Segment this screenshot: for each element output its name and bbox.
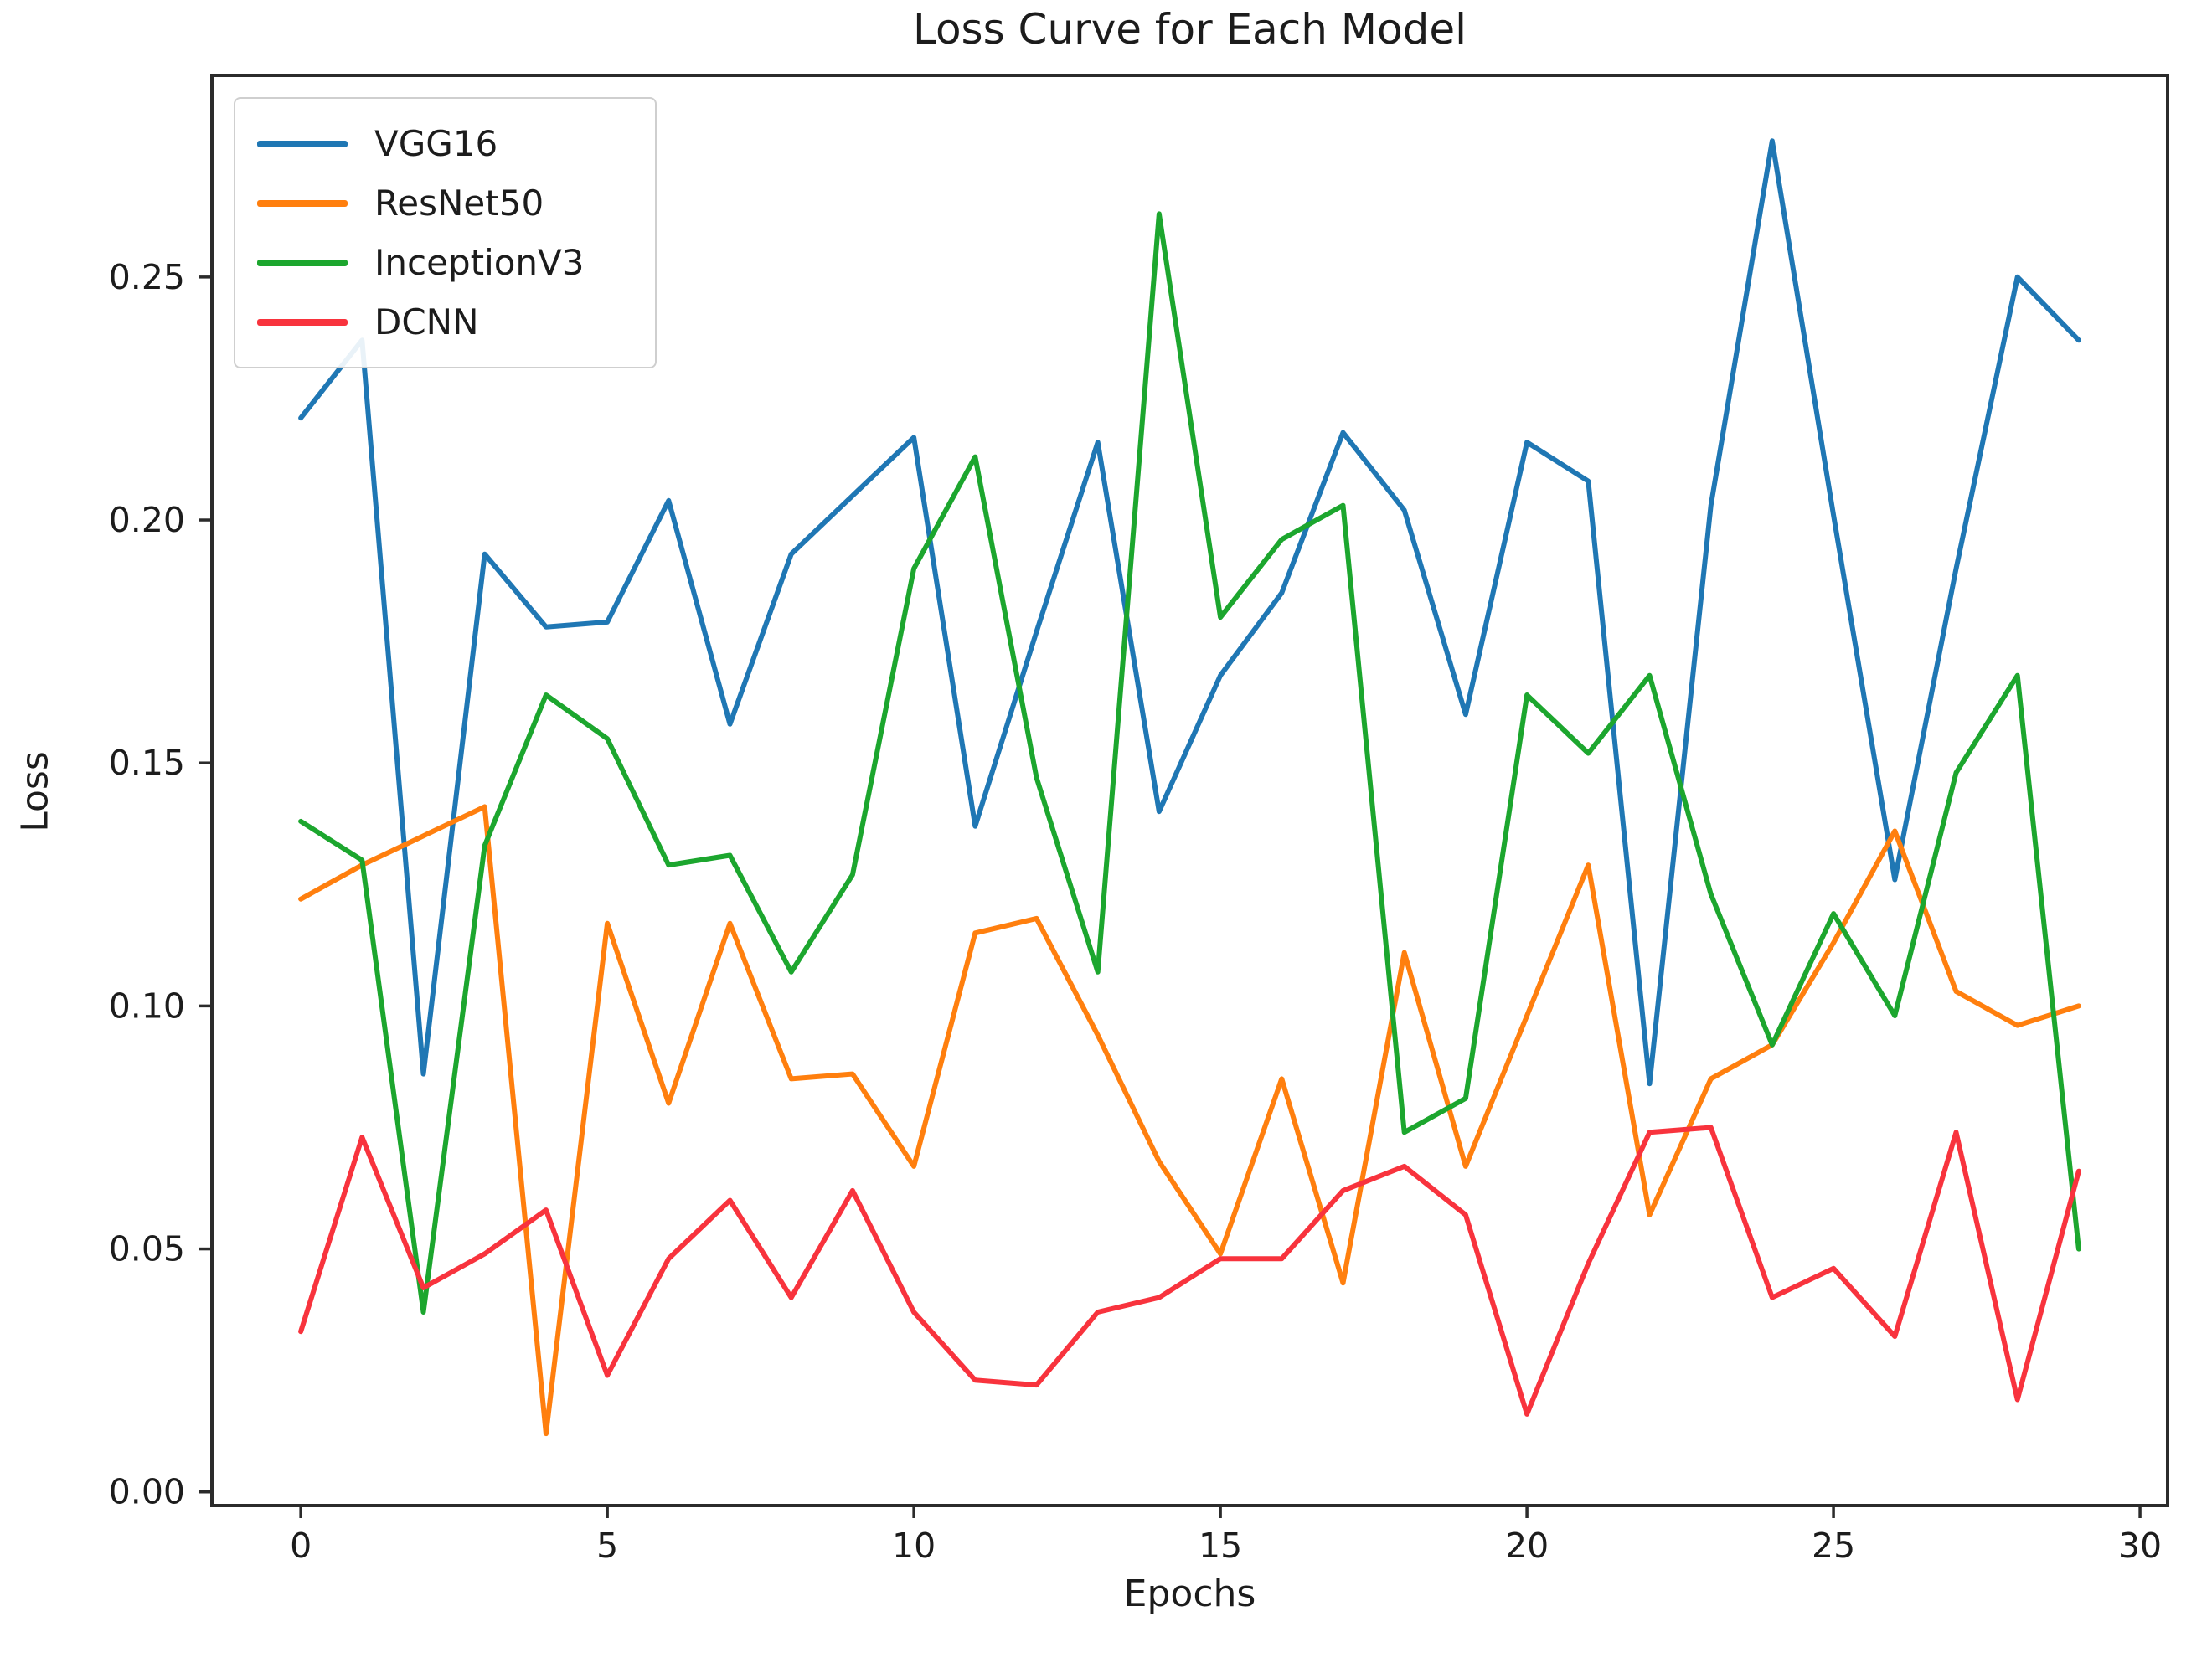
legend: VGG16 ResNet50 InceptionV3 DCNN (234, 97, 657, 368)
y-tick-label: 0.00 (109, 1472, 185, 1512)
y-tick-label: 0.15 (109, 743, 185, 783)
legend-line-icon (257, 140, 348, 147)
x-tick-label: 5 (596, 1526, 618, 1566)
x-axis-label: Epochs (1123, 1573, 1256, 1615)
axis-ticks: 0 5 10 15 20 25 30 0.00 0.05 0.10 0.15 0.20 0.25 (109, 257, 2162, 1566)
x-tick-label: 30 (2118, 1526, 2162, 1566)
x-tick-label: 10 (892, 1526, 936, 1566)
series-line-inceptionv3 (298, 211, 2081, 1315)
series-line-dcnn (298, 1125, 2081, 1417)
legend-line-icon (257, 318, 348, 326)
legend-item-dcnn: DCNN (257, 292, 633, 352)
legend-label: VGG16 (374, 123, 498, 164)
x-tick-label: 25 (1812, 1526, 1855, 1566)
legend-label: InceptionV3 (374, 242, 585, 283)
y-tick-label: 0.25 (109, 257, 185, 297)
legend-item-inceptionv3: InceptionV3 (257, 233, 633, 292)
legend-item-vgg16: VGG16 (257, 114, 633, 173)
chart-title: Loss Curve for Each Model (912, 5, 1467, 54)
x-tick-label: 0 (290, 1526, 312, 1566)
legend-label: ResNet50 (374, 183, 544, 224)
series-line-resnet50 (298, 804, 2081, 1437)
axes-frame (210, 74, 2169, 1507)
x-tick-label: 20 (1505, 1526, 1549, 1566)
legend-line-icon (257, 199, 348, 207)
series-lines (298, 138, 2081, 1437)
legend-label: DCNN (374, 301, 479, 342)
y-axis-label: Loss (13, 751, 57, 832)
y-tick-label: 0.05 (109, 1229, 185, 1269)
y-tick-label: 0.10 (109, 986, 185, 1026)
y-tick-label: 0.20 (109, 500, 185, 540)
series-line-vgg16 (298, 138, 2081, 1087)
x-tick-label: 15 (1199, 1526, 1242, 1566)
legend-line-icon (257, 259, 348, 266)
legend-item-resnet50: ResNet50 (257, 173, 633, 233)
